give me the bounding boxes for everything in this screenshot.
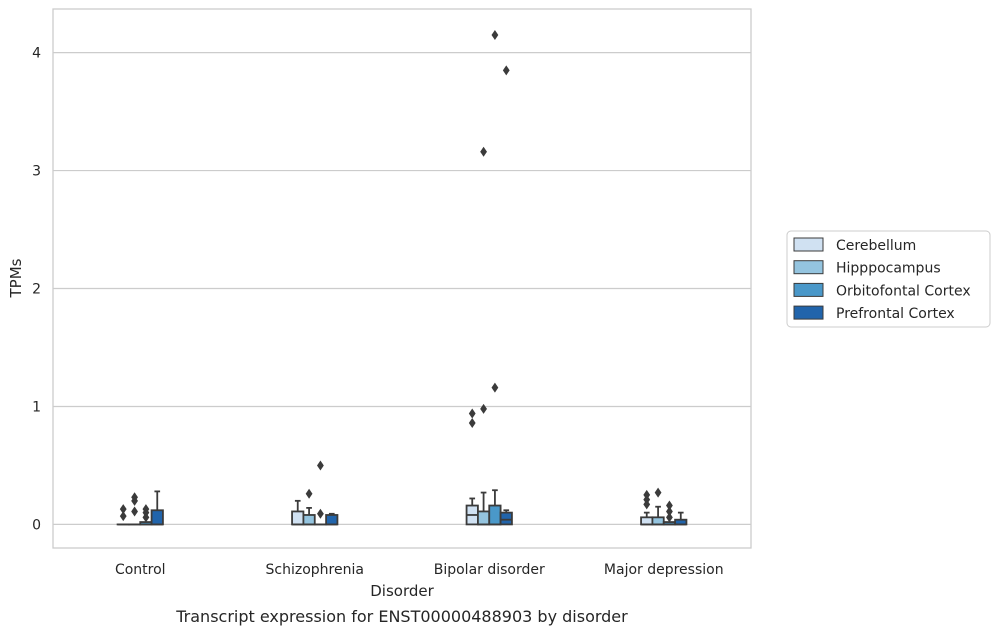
legend-frame xyxy=(786,230,991,328)
y-tick-label: 4 xyxy=(32,46,41,62)
legend-swatch xyxy=(793,305,824,320)
y-tick-label: 3 xyxy=(32,164,41,180)
legend-swatch xyxy=(793,282,824,297)
box xyxy=(477,510,491,526)
outlier-point xyxy=(142,504,150,515)
outlier-point xyxy=(468,417,476,428)
outlier-point xyxy=(491,382,499,393)
x-tick-label: Schizophrenia xyxy=(266,562,364,578)
box xyxy=(499,511,513,526)
outlier-point xyxy=(666,500,673,511)
outlier-point xyxy=(468,408,476,419)
outlier-point xyxy=(119,504,127,515)
box xyxy=(640,516,654,526)
legend-swatch xyxy=(793,237,824,252)
box-series-group xyxy=(128,146,665,526)
x-tick-label: Bipolar disorder xyxy=(434,562,545,578)
outlier-point xyxy=(666,512,673,523)
x-tick-labels: Control Schizophrenia Bipolar disorder Majo… xyxy=(115,562,724,578)
outlier-point xyxy=(131,492,138,503)
box xyxy=(302,514,316,526)
legend-entry-label: Hipppocampus xyxy=(836,261,941,277)
box-series-group xyxy=(150,65,688,526)
box xyxy=(651,516,665,526)
x-tick-label: Major depression xyxy=(604,562,724,578)
legend-entry-label: Orbitofontal Cortex xyxy=(836,283,971,299)
legend: Cerebellum Hipppocampus Orbitofontal Corte… xyxy=(786,230,991,328)
y-tick-labels: 0 1 2 3 4 xyxy=(32,46,41,534)
outlier-point xyxy=(480,403,487,414)
legend-entry-label: Prefrontal Cortex xyxy=(836,306,955,322)
outlier-point xyxy=(502,65,510,76)
x-tick-label: Control xyxy=(115,562,166,578)
box xyxy=(325,514,339,526)
x-axis-label: Disorder xyxy=(370,582,434,600)
y-axis-label: TPMs xyxy=(7,258,25,298)
outlier-point xyxy=(131,506,138,517)
box xyxy=(150,509,164,526)
box xyxy=(291,510,305,526)
outlier-point xyxy=(491,29,499,40)
outlier-point xyxy=(654,487,662,498)
y-tick-label: 2 xyxy=(32,282,41,298)
gridlines xyxy=(53,52,751,526)
y-tick-label: 1 xyxy=(32,399,41,415)
legend-swatch xyxy=(793,260,824,275)
box-series-group xyxy=(139,29,676,526)
outlier-point xyxy=(666,506,673,517)
outlier-point xyxy=(643,489,651,500)
plot-frame xyxy=(52,8,752,549)
outlier-point xyxy=(305,488,313,499)
outlier-point xyxy=(317,508,324,519)
outlier-point xyxy=(119,511,127,522)
chart-caption: Transcript expression for ENST0000048890… xyxy=(175,607,628,626)
y-tick-label: 0 xyxy=(32,517,41,533)
box-series-group xyxy=(116,408,654,526)
outlier-point xyxy=(317,460,324,471)
outlier-point xyxy=(480,146,487,157)
box-series xyxy=(116,29,688,526)
box xyxy=(488,504,502,526)
legend-entry-label: Cerebellum xyxy=(836,238,916,254)
